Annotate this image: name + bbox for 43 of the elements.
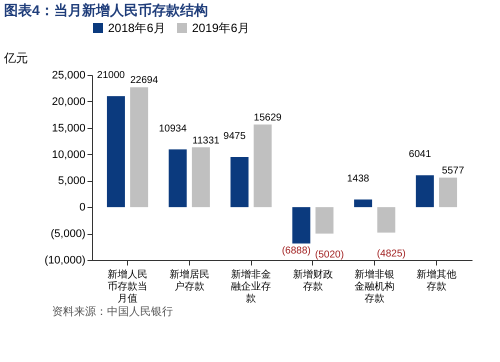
data-label: 9475 [223,131,246,142]
x-tick-label: 新增人民币存款当月值 [108,268,148,304]
bar [192,147,210,208]
data-label: (6888) [282,246,311,257]
y-tick-label: (10,000) [44,254,86,266]
data-label: 6041 [408,149,432,160]
data-label: 5577 [442,166,465,177]
x-tick-label: 新增其他存款 [416,268,456,292]
text: 资料来源：中国人民银行 [52,305,173,318]
bar [168,149,187,208]
x-tick-label: 新增非银金融机构存款 [354,268,395,304]
y-tick-label: 15,000 [52,122,86,134]
y-tick-label: (5,000) [50,228,86,240]
x-tick-label: 新增居民户存款 [169,268,210,292]
data-label: 11331 [192,135,220,146]
bar [254,124,272,208]
y-tick-label: 25,000 [52,70,86,82]
data-label: 21000 [97,70,126,82]
y-axis-title: 亿元 [3,51,28,65]
bar [354,200,372,208]
chart-title: 图表4：当月新增人民币存款结构 [4,2,208,18]
y-tick-label: 5,000 [58,175,86,188]
bar [315,207,334,234]
y-tick-label: 10,000 [52,148,86,161]
y-tick-label: 0 [79,202,86,214]
bar [230,157,249,208]
data-label: 1438 [346,174,370,185]
bar [377,207,396,233]
bar [106,96,125,208]
data-label: (4825) [376,248,406,260]
data-label: 15629 [254,112,282,124]
data-label: 22694 [130,75,158,86]
x-tick-label: 新增非金融企业存款 [231,268,272,304]
bar [130,87,148,208]
data-label: 10934 [158,123,188,134]
legend-label: 2019年6月 [192,21,250,35]
bar [439,178,458,208]
bar [292,207,310,244]
legend-label: 2018年6月 [108,21,166,35]
y-tick-label: 20,000 [52,96,86,108]
bar [416,175,434,208]
x-tick-label: 新增财政存款 [292,268,333,292]
data-label: (5020) [315,250,344,261]
